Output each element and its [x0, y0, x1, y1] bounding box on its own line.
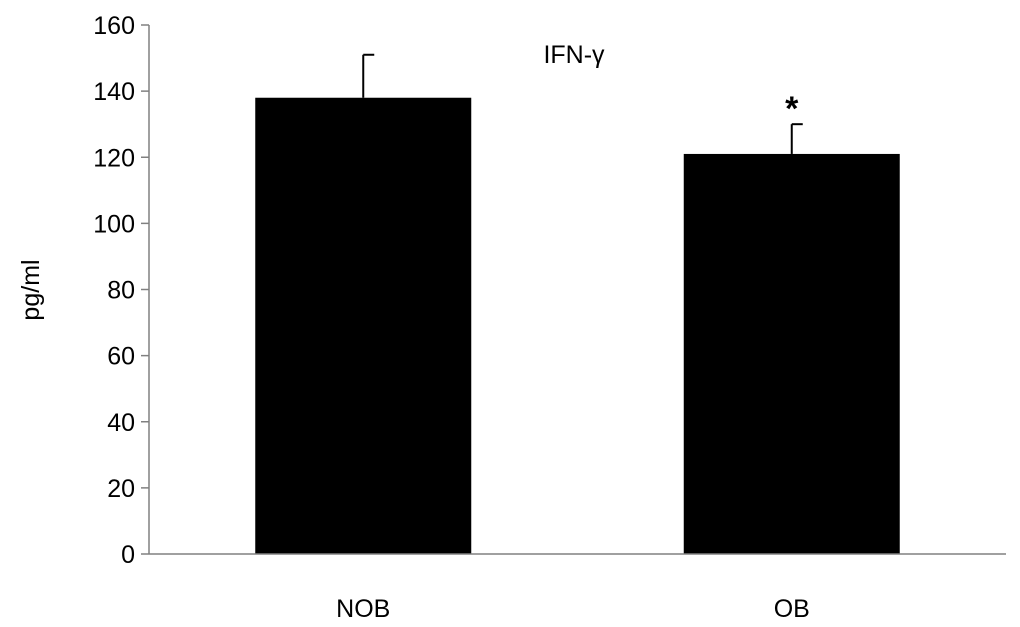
x-tick-label-ob: OB	[774, 595, 810, 623]
y-axis-ticks: 0 20 40 60 80 100 120 140 160	[93, 12, 149, 569]
y-tick-label: 120	[93, 144, 135, 172]
significance-marker: *	[785, 90, 799, 128]
y-tick-label: 80	[107, 277, 135, 305]
y-axis-title: pg/ml	[17, 259, 45, 320]
y-tick-label: 140	[93, 78, 135, 106]
y-tick-label: 100	[93, 210, 135, 238]
bar-nob	[255, 97, 472, 555]
axes	[148, 25, 1006, 555]
x-axis-tick-labels: NOB OB	[336, 595, 810, 623]
y-tick-label: 60	[107, 343, 135, 371]
bars	[255, 97, 900, 555]
y-tick-label: 0	[121, 541, 135, 569]
error-bars	[362, 53, 803, 154]
y-tick-label: 20	[107, 475, 135, 503]
bar-ob	[683, 153, 900, 554]
annotations: *	[785, 90, 799, 128]
chart-title: IFN-γ	[543, 41, 605, 69]
y-tick-label: 40	[107, 409, 135, 437]
x-tick-label-nob: NOB	[336, 595, 390, 623]
y-tick-label: 160	[93, 12, 135, 40]
